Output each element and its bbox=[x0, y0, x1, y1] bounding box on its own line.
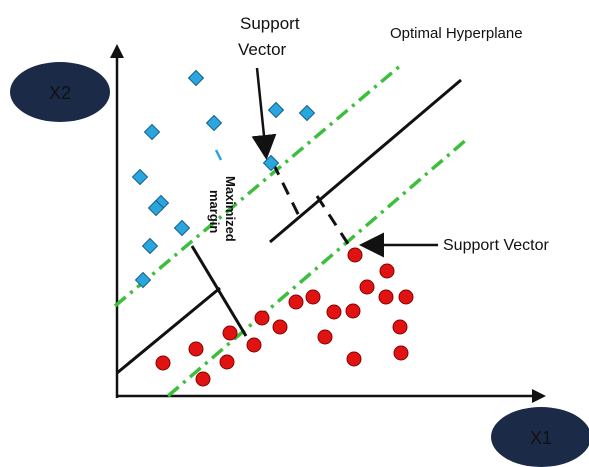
diamond-point bbox=[147, 199, 165, 217]
support-vector-right-label: Support Vector bbox=[443, 237, 550, 254]
support-vector-dashed-lower bbox=[315, 195, 354, 251]
circle-point bbox=[398, 289, 414, 305]
circle-point bbox=[222, 325, 238, 341]
x2-axis-bubble bbox=[10, 62, 110, 122]
circle-point bbox=[305, 289, 321, 305]
circle-class-points bbox=[155, 247, 414, 387]
circle-point bbox=[288, 294, 304, 310]
circle-point bbox=[155, 355, 171, 371]
circle-point bbox=[379, 263, 395, 279]
circle-point bbox=[254, 310, 270, 326]
y-axis-arrowhead bbox=[110, 44, 124, 58]
circle-point bbox=[393, 345, 409, 361]
lower-margin-line bbox=[166, 138, 468, 398]
support-vector-top-arrow bbox=[251, 67, 277, 160]
optimal-hyperplane-right-segment bbox=[269, 78, 462, 244]
diamond-point bbox=[141, 237, 159, 255]
circle-point bbox=[317, 329, 333, 345]
maximized-margin-bracket bbox=[190, 245, 248, 337]
maximized-margin-label-line1: Maximized bbox=[223, 176, 238, 242]
circle-point bbox=[272, 319, 288, 335]
diamond-point bbox=[298, 104, 316, 122]
circle-point bbox=[188, 341, 204, 357]
circle-point bbox=[347, 247, 363, 263]
diamond-point bbox=[262, 154, 280, 172]
x-axis-arrowhead bbox=[532, 389, 546, 403]
diamond-class-points bbox=[131, 69, 316, 289]
diamond-point bbox=[267, 101, 285, 119]
x1-axis-bubble bbox=[491, 407, 589, 467]
x2-axis-label: X2 bbox=[49, 83, 71, 103]
circle-point bbox=[326, 304, 342, 320]
circle-point bbox=[219, 354, 235, 370]
maximized-margin-label-line2: margin bbox=[207, 190, 222, 233]
diamond-point bbox=[173, 219, 191, 237]
diamond-point bbox=[131, 168, 149, 186]
circle-point bbox=[195, 371, 211, 387]
optimal-hyperplane-label: Optimal Hyperplane bbox=[390, 25, 523, 42]
optimal-hyperplane-left-segment bbox=[116, 286, 221, 375]
circle-point bbox=[345, 303, 361, 319]
diamond-point bbox=[187, 69, 205, 87]
maximized-margin-label: Maximized margin bbox=[207, 176, 238, 242]
circle-point bbox=[392, 319, 408, 335]
diamond-point bbox=[143, 123, 161, 141]
upper-margin-line bbox=[113, 64, 402, 308]
hyperplane-tick bbox=[214, 149, 223, 161]
circle-point bbox=[246, 337, 262, 353]
diamond-point bbox=[134, 271, 152, 289]
circle-point bbox=[346, 351, 362, 367]
support-vector-top-label-line2: Vector bbox=[238, 40, 287, 59]
support-vector-top-label-line1: Support bbox=[240, 14, 300, 33]
circle-point bbox=[359, 279, 375, 295]
diamond-point bbox=[205, 114, 223, 132]
support-vector-dashed-upper bbox=[271, 162, 302, 219]
circle-point bbox=[378, 289, 394, 305]
x1-axis-label: X1 bbox=[530, 428, 552, 448]
